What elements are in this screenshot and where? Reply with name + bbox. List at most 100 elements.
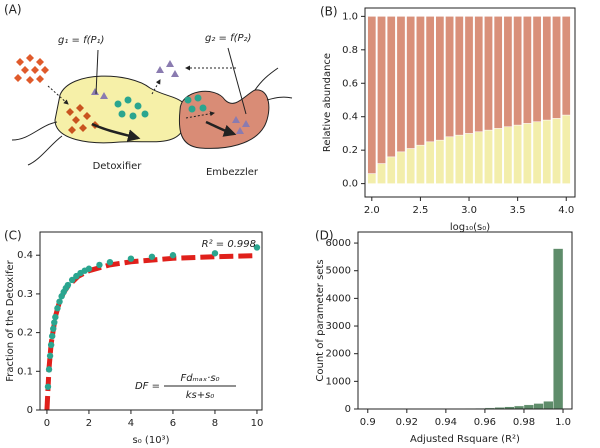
axes-frame [39,231,263,411]
x-tick-label: 10 [251,418,264,429]
flagella [11,67,293,166]
bar [532,16,542,122]
point [211,250,219,257]
point [64,281,72,289]
x-tick-label: 0.94 [435,417,457,428]
point [127,255,135,262]
point [253,244,261,251]
bar [561,114,571,184]
embezzler-cell [178,89,270,149]
point [169,252,177,259]
y-tick-label: 2000 [326,349,351,360]
x-axis-label: Adjusted Rsquare (R²) [410,434,520,445]
bar [445,16,454,138]
bar [367,16,377,174]
y-tick-label: 1000 [326,376,351,387]
bar [493,128,503,184]
x-tick-label: 6 [170,418,176,429]
bar [552,16,561,119]
cell-label: Embezzler [206,167,259,178]
x-tick-label: 0 [44,418,50,429]
bar [493,16,503,129]
bar [464,133,474,184]
bar [561,16,571,116]
bar [513,124,523,184]
x-axis-label: s₀ (10³) [133,435,170,446]
x-tick-label: 8 [212,418,218,429]
y-axis-label: Relative abundance [322,53,333,152]
y-tick-label: 0.4 [17,250,33,261]
g1-label: g₁ = f(P₁) [58,35,104,46]
y-tick-label: 0.6 [342,78,358,89]
panel-label: (B) [320,5,338,19]
point [48,332,56,340]
bar [474,131,484,184]
panel-label: (C) [4,229,22,243]
y-tick-label: 0.3 [17,289,33,300]
bar [406,16,416,149]
point [47,341,55,349]
point [85,265,93,272]
bar [522,123,532,184]
bar [542,16,552,121]
y-axis-label: Fraction of the Detoxifer [5,259,16,381]
point [46,352,54,360]
bar [377,163,386,184]
point [106,258,114,266]
bar [396,16,406,153]
y-tick-label: 0.2 [17,328,33,339]
bar [542,119,552,184]
arrows [47,47,247,142]
bar [386,16,396,158]
bar [503,126,513,184]
y-tick-label: 1.0 [342,11,358,22]
bar [454,16,464,136]
axes-frame [357,231,573,410]
outside-triangles [156,60,179,77]
y-tick-label: 0.1 [17,366,33,377]
bar [435,139,445,184]
bar [386,156,396,184]
bar [406,148,416,184]
point [52,313,59,321]
point [45,366,53,373]
panel-label: (A) [4,3,22,17]
bar [377,16,386,164]
bar [425,16,435,143]
point [44,383,52,390]
y-tick-label: 0.2 [342,145,358,156]
bar [454,134,464,184]
histogram-bar [543,401,554,410]
bar [425,141,435,184]
bar [484,129,493,184]
x-tick-label: 2.5 [412,205,428,216]
bar [445,136,454,184]
r2-label: R² = 0.998 [202,239,256,250]
x-tick-label: 3.5 [510,205,526,216]
x-tick-label: 1.0 [555,417,571,428]
bar [435,16,445,141]
formula-lhs: DF = [135,381,160,392]
x-tick-label: 3.0 [461,205,477,216]
formula-numerator: Fdₘₐₓ·s₀ [180,373,219,384]
x-tick-label: 4 [128,418,134,429]
bar [522,16,532,124]
x-tick-label: 0.96 [474,417,496,428]
y-tick-label: 0 [345,404,351,415]
point [68,276,76,284]
point [50,325,57,332]
bar [416,16,425,146]
bar [552,118,561,184]
y-tick-label: 0.4 [342,112,358,123]
point [54,305,61,312]
histogram-bar [533,403,544,410]
cell-label: Detoxifier [93,161,143,172]
y-tick-label: 0.0 [342,179,358,190]
point [148,253,156,260]
x-tick-label: 0.92 [396,417,418,428]
x-tick-label: 2 [86,418,92,429]
y-tick-label: 0.8 [342,45,358,56]
point [56,298,63,305]
x-tick-label: 0.98 [513,417,535,428]
